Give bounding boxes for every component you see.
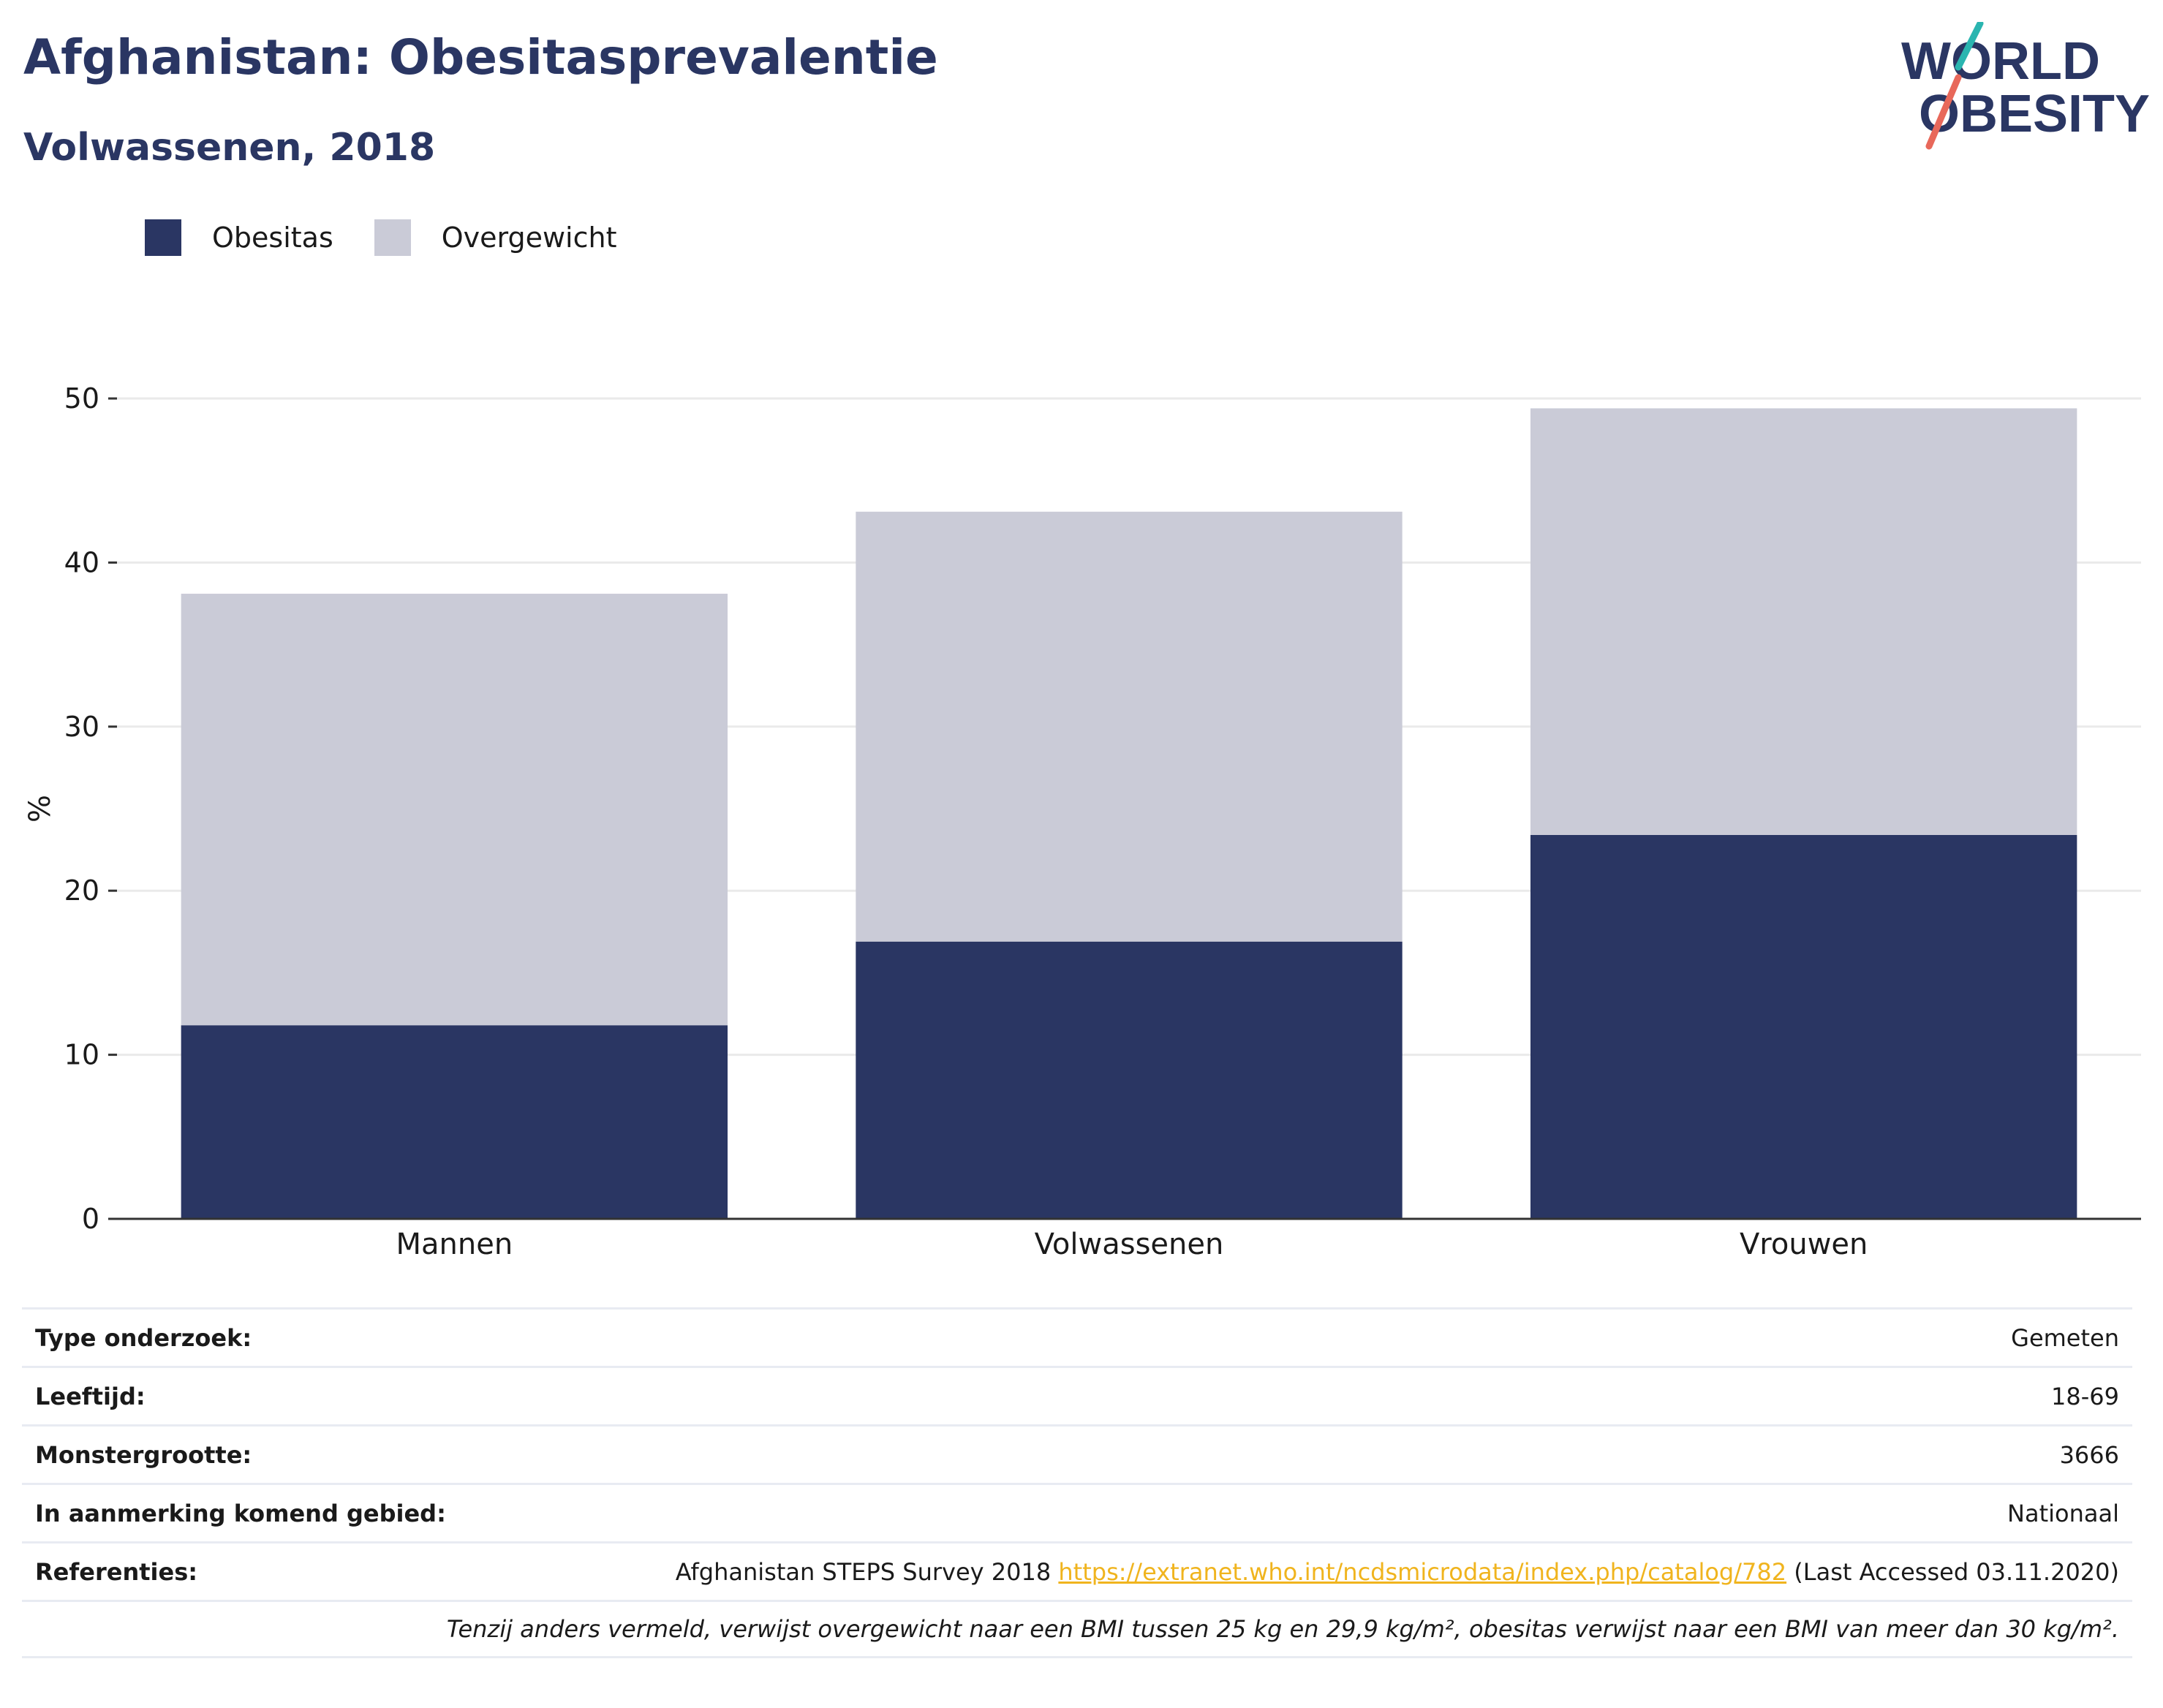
info-row-references: Referenties: Afghanistan STEPS Survey 20… [22, 1541, 2132, 1600]
info-label: Monstergrootte: [35, 1440, 252, 1469]
page-subtitle: Volwassenen, 2018 [23, 126, 436, 170]
legend-label-overgewicht: Overgewicht [441, 222, 617, 254]
legend-swatch-overgewicht [374, 219, 411, 256]
chart-legend: Obesitas Overgewicht [145, 216, 658, 260]
info-label: Type onderzoek: [35, 1323, 252, 1352]
references-value: Afghanistan STEPS Survey 2018 https://ex… [676, 1558, 2119, 1586]
logo-line2: OBESITY [1919, 85, 2150, 143]
reference-link[interactable]: https://extranet.who.int/ncdsmicrodata/i… [1058, 1557, 1787, 1586]
y-tick-label: 10 [64, 1039, 99, 1071]
info-label: In aanmerking komend gebied: [35, 1499, 446, 1527]
info-row-type: Type onderzoek: Gemeten [22, 1307, 2132, 1366]
logo-slash-red [1925, 74, 1962, 150]
x-tick-label: Volwassenen [1035, 1228, 1224, 1261]
bar-obesitas-vrouwen [1530, 834, 2077, 1219]
legend-label-obesitas: Obesitas [212, 222, 333, 254]
info-table: Type onderzoek: Gemeten Leeftijd: 18-69 … [22, 1307, 2132, 1658]
y-tick-label: 50 [64, 382, 99, 415]
info-value: 18-69 [2051, 1382, 2119, 1410]
world-obesity-logo: WORLD OBESITY [1901, 22, 2150, 150]
bar-overgewicht-vrouwen [1530, 408, 2077, 835]
legend-item-overgewicht[interactable]: Overgewicht [374, 219, 617, 256]
bar-obesitas-mannen [181, 1025, 728, 1219]
y-tick-label: 20 [64, 874, 99, 907]
info-value: 3666 [2059, 1440, 2119, 1469]
logo-slash-teal [1955, 22, 1984, 71]
reference-accessed: (Last Accessed 03.11.2020) [1794, 1557, 2119, 1586]
bar-obesitas-volwassenen [856, 941, 1403, 1219]
bar-overgewicht-volwassenen [856, 511, 1403, 942]
logo-line1: WORLD [1901, 32, 2100, 91]
bmi-note: Tenzij anders vermeld, verwijst overgewi… [446, 1615, 2119, 1643]
info-value: Gemeten [2011, 1323, 2119, 1352]
bar-overgewicht-mannen [181, 594, 728, 1026]
reference-source: Afghanistan STEPS Survey 2018 [675, 1557, 1052, 1586]
info-row-age: Leeftijd: 18-69 [22, 1366, 2132, 1424]
y-tick-label: 30 [64, 711, 99, 743]
info-row-note: Tenzij anders vermeld, verwijst overgewi… [22, 1600, 2132, 1658]
legend-swatch-obesitas [145, 219, 181, 256]
info-value: Nationaal [2007, 1499, 2119, 1527]
info-row-area: In aanmerking komend gebied: Nationaal [22, 1483, 2132, 1541]
y-tick-label: 40 [64, 546, 99, 578]
info-label: Referenties: [35, 1557, 198, 1586]
info-row-sample-size: Monstergrootte: 3666 [22, 1424, 2132, 1483]
y-tick-label: 0 [82, 1203, 99, 1235]
legend-item-obesitas[interactable]: Obesitas [145, 219, 333, 256]
y-axis-label: % [23, 795, 57, 823]
stacked-bar-chart: 0 10 20 30 40 50% Mannen Volwassenen Vrouwen [23, 382, 2141, 1261]
info-label: Leeftijd: [35, 1382, 146, 1410]
page-title: Afghanistan: Obesitasprevalentie [23, 29, 938, 86]
x-tick-label: Vrouwen [1740, 1228, 1868, 1261]
x-tick-label: Mannen [396, 1228, 513, 1261]
